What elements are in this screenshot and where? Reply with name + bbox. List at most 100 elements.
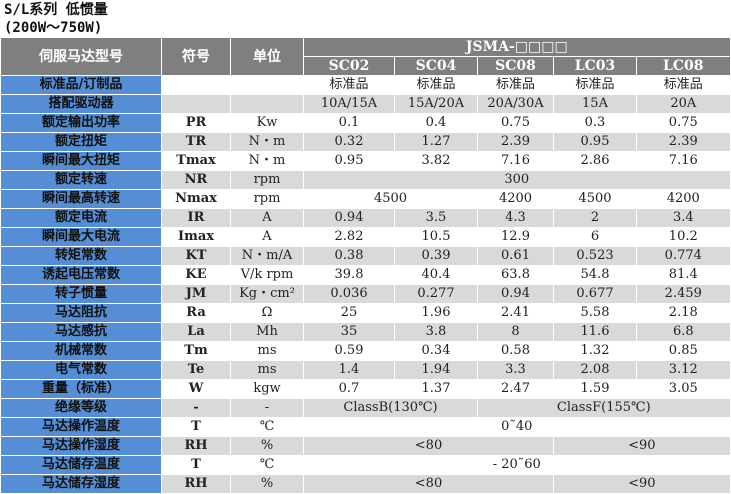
value-cell: 0.32 xyxy=(303,132,395,152)
value-cell: 0.85 xyxy=(635,341,730,361)
row-symbol xyxy=(161,94,231,114)
model-header: SC04 xyxy=(394,56,478,76)
table-row: 标准品/订制品 标准品 标准品 标准品 标准品 标准品 xyxy=(0,75,730,95)
value-cell: 2.86 xyxy=(553,151,637,171)
table-row: 额定转速 NR rpm 300 xyxy=(0,170,730,190)
value-cell: 6 xyxy=(553,227,637,247)
row-unit: % xyxy=(230,436,304,456)
value-cell: 0.38 xyxy=(303,246,395,266)
value-cell: 标准品 xyxy=(394,75,478,95)
row-label: 额定转速 xyxy=(0,170,162,190)
row-symbol: T xyxy=(161,417,231,437)
row-unit: N・m/A xyxy=(230,246,304,266)
table-row: 电气常数 Te ms 1.4 1.94 3.3 2.08 3.12 xyxy=(0,360,730,380)
row-label: 马达储存温度 xyxy=(0,455,162,475)
row-unit: ms xyxy=(230,341,304,361)
value-cell: 25 xyxy=(303,303,395,323)
row-label: 转矩常数 xyxy=(0,246,162,266)
row-symbol: RH xyxy=(161,474,231,494)
value-cell: 3.12 xyxy=(635,360,730,380)
table-row: 马达储存温度 T ℃ - 20˜60 xyxy=(0,455,730,475)
value-cell: 40.4 xyxy=(394,265,478,285)
value-cell: <80 xyxy=(303,436,554,456)
value-cell: 标准品 xyxy=(635,75,730,95)
value-cell: 1.37 xyxy=(394,379,478,399)
row-symbol: W xyxy=(161,379,231,399)
value-cell: 0.677 xyxy=(553,284,637,304)
value-cell: 4500 xyxy=(553,189,637,209)
header-series: JSMA-□□□□ xyxy=(302,38,730,57)
value-cell: 0.34 xyxy=(394,341,478,361)
row-symbol: Imax xyxy=(161,227,231,247)
table-row: 马达阻抗 Ra Ω 25 1.96 2.41 5.58 2.18 xyxy=(0,303,730,323)
title-power-range: (200W～750W) xyxy=(4,20,103,36)
table-row: 瞬间最大扭矩 Tmax N・m 0.95 3.82 7.16 2.86 7.16 xyxy=(0,151,730,171)
value-cell: 0.58 xyxy=(477,341,554,361)
row-symbol: Ra xyxy=(161,303,231,323)
value-cell: 标准品 xyxy=(477,75,554,95)
value-cell: 0.59 xyxy=(303,341,395,361)
row-symbol: Tmax xyxy=(161,151,231,171)
table-row: 搭配驱动器 10A/15A 15A/20A 20A/30A 15A 20A xyxy=(0,94,730,114)
header-model: 伺服马达型号 xyxy=(0,38,162,76)
row-unit: Mh xyxy=(230,322,304,342)
row-symbol: T xyxy=(161,455,231,475)
model-header: SC08 xyxy=(477,56,554,76)
value-cell: 2.47 xyxy=(477,379,554,399)
header-models-row: SC02 SC04 SC08 LC03 LC08 xyxy=(1,56,730,76)
value-cell: 63.8 xyxy=(477,265,554,285)
value-cell: <90 xyxy=(552,474,730,494)
value-cell: 0.75 xyxy=(477,113,554,133)
row-symbol: JM xyxy=(161,284,231,304)
value-cell: 5.58 xyxy=(553,303,637,323)
row-symbol: RH xyxy=(161,436,231,456)
value-cell: 1.4 xyxy=(303,360,395,380)
table-row: 绝缘等级 - - ClassB(130℃) ClassF(155℃) xyxy=(0,398,730,418)
title-series: S/L系列 低惯量 xyxy=(4,2,108,18)
value-cell: 12.9 xyxy=(477,227,554,247)
row-unit: ms xyxy=(230,360,304,380)
row-label: 马达阻抗 xyxy=(0,303,162,323)
value-cell: 1.32 xyxy=(553,341,637,361)
row-symbol: Tm xyxy=(161,341,231,361)
value-cell: 0.3 xyxy=(553,113,637,133)
value-cell: 10.2 xyxy=(635,227,730,247)
header-row: 伺服马达型号 符号 单位 JSMA-□□□□ xyxy=(0,38,730,76)
value-cell: 6.8 xyxy=(635,322,730,342)
value-cell: ClassF(155℃) xyxy=(476,398,730,418)
value-cell: 7.16 xyxy=(477,151,554,171)
row-unit: ℃ xyxy=(230,417,304,437)
value-cell: 11.6 xyxy=(553,322,637,342)
row-unit: A xyxy=(230,227,304,247)
table-row: 马达储存湿度 RH% <80 <90 xyxy=(0,474,730,494)
value-cell: 0.7 xyxy=(303,379,395,399)
value-cell: 0.95 xyxy=(553,132,637,152)
page-title: S/L系列 低惯量 (200W～750W) xyxy=(0,0,731,38)
table-row: 转矩常数 KT N・m/A 0.38 0.39 0.61 0.523 0.774 xyxy=(0,246,730,266)
value-cell: 4200 xyxy=(477,189,554,209)
row-symbol: Nmax xyxy=(161,189,231,209)
value-cell: 3.5 xyxy=(394,208,478,228)
value-cell: 20A xyxy=(635,94,730,114)
row-unit: Kg・cm² xyxy=(230,284,304,304)
row-label: 额定电流 xyxy=(0,208,162,228)
value-cell: 0.774 xyxy=(635,246,730,266)
value-cell: 3.4 xyxy=(635,208,730,228)
value-cell: 2 xyxy=(553,208,637,228)
value-cell: 1.96 xyxy=(394,303,478,323)
model-header: LC03 xyxy=(553,56,637,76)
value-cell: 2.459 xyxy=(635,284,730,304)
row-unit: V/k rpm xyxy=(230,265,304,285)
value-cell: 0.95 xyxy=(303,151,395,171)
table-row: 额定输出功率 PR Kw 0.1 0.4 0.75 0.3 0.75 xyxy=(0,113,730,133)
value-cell: 10A/15A xyxy=(303,94,395,114)
row-symbol xyxy=(161,75,231,95)
value-cell: 39.8 xyxy=(303,265,395,285)
row-unit xyxy=(230,94,304,114)
value-cell: 4.3 xyxy=(477,208,554,228)
value-cell: 15A xyxy=(553,94,637,114)
table-row: 马达操作温度 T ℃ 0˜40 xyxy=(0,417,730,437)
value-cell: 1.59 xyxy=(553,379,637,399)
row-unit: kgw xyxy=(230,379,304,399)
